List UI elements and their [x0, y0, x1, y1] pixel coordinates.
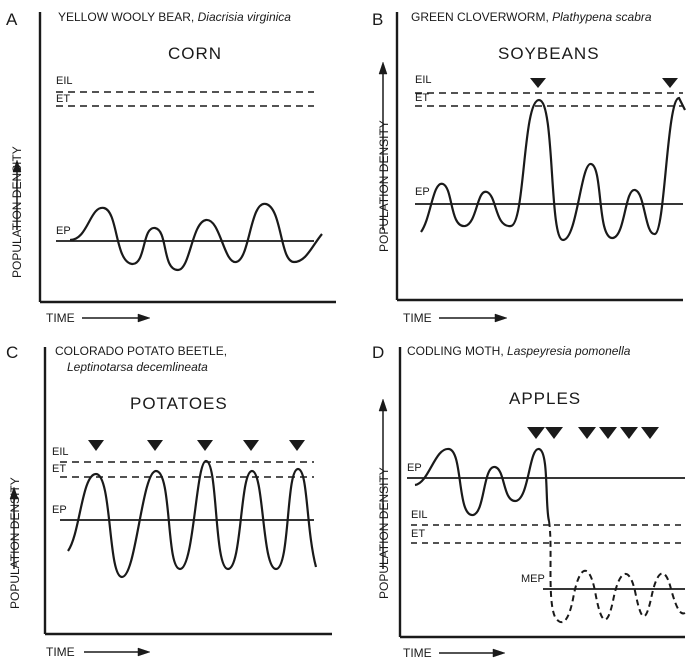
panel-letter: B	[372, 10, 384, 29]
treatment-marker-icon	[527, 427, 545, 439]
eil-label: EIL	[415, 74, 432, 86]
et-label: ET	[52, 463, 67, 475]
panel-c: C COLORADO POTATO BEETLE, Leptinotarsa d…	[0, 329, 345, 659]
treatment-marker-icon	[599, 427, 617, 439]
x-axis-label: TIME	[46, 311, 75, 325]
treatment-marker-icon	[641, 427, 659, 439]
eil-label: EIL	[411, 509, 428, 521]
panel-b-graphic	[378, 12, 686, 323]
panel-letter: D	[372, 343, 385, 362]
panel-c-graphic	[9, 347, 332, 657]
pest-latin-name: Leptinotarsa decemlineata	[67, 360, 208, 374]
suppressed-population-curve	[548, 520, 686, 624]
pest-common-name: YELLOW WOOLY BEAR,	[58, 10, 195, 24]
treatment-marker-icon	[197, 440, 213, 451]
pest-latin-name: Laspeyresia pomonella	[507, 344, 631, 358]
pest-name: CODLING MOTH, Laspeyresia pomonella	[407, 344, 630, 358]
pest-common-name: CODLING MOTH,	[407, 344, 504, 358]
crop-title: APPLES	[509, 389, 582, 408]
panel-b: B GREEN CLOVERWORM, Plathypena scabra SO…	[345, 0, 689, 329]
pest-name: YELLOW WOOLY BEAR, Diacrisia virginica	[58, 10, 291, 24]
treatment-marker-icon	[530, 78, 546, 88]
treatment-marker-icon	[578, 427, 596, 439]
crop-title: SOYBEANS	[498, 44, 600, 63]
pest-common-name: COLORADO POTATO BEETLE,	[55, 344, 228, 358]
population-curve	[69, 202, 323, 272]
x-axis-label: TIME	[46, 645, 75, 659]
x-axis-label: TIME	[403, 311, 432, 325]
treatment-marker-icon	[620, 427, 638, 439]
y-axis-label: POPULATION DENSITY	[377, 120, 391, 252]
panel-letter: A	[6, 10, 18, 29]
panel-letter: C	[6, 343, 19, 362]
eil-label: EIL	[52, 446, 69, 458]
treatment-marker-icon	[662, 78, 678, 88]
treatment-marker-icon	[545, 427, 563, 439]
pest-latin-name: Plathypena scabra	[552, 10, 652, 24]
pest-name: GREEN CLOVERWORM, Plathypena scabra	[411, 10, 652, 24]
y-axis-label: POPULATION DENSITY	[8, 477, 22, 609]
mep-label: MEP	[521, 573, 545, 585]
population-curve	[67, 459, 318, 579]
crop-title: POTATOES	[130, 394, 228, 413]
pest-latin-name: Diacrisia virginica	[197, 10, 291, 24]
treatment-marker-icon	[88, 440, 104, 451]
population-curve	[414, 447, 551, 522]
x-axis-label: TIME	[403, 646, 432, 660]
population-curve	[420, 96, 686, 242]
crop-title: CORN	[168, 44, 223, 63]
et-label: ET	[411, 528, 426, 540]
ep-label: EP	[407, 462, 422, 474]
ep-label: EP	[415, 186, 430, 198]
eil-label: EIL	[56, 75, 73, 87]
pest-common-name: GREEN CLOVERWORM,	[411, 10, 549, 24]
panel-d: D CODLING MOTH, Laspeyresia pomonella AP…	[345, 329, 689, 660]
et-label: ET	[56, 93, 71, 105]
panel-a-graphic	[12, 12, 336, 323]
y-axis-label: POPULATION DENSITY	[377, 467, 391, 599]
ep-label: EP	[56, 225, 71, 237]
treatment-marker-icon	[243, 440, 259, 451]
panel-a: A YELLOW WOOLY BEAR, Diacrisia virginica…	[0, 0, 345, 329]
et-label: ET	[415, 92, 430, 104]
panel-d-graphic	[378, 347, 686, 658]
treatment-marker-icon	[289, 440, 305, 451]
ep-label: EP	[52, 504, 67, 516]
y-axis-label: POPULATION DENSITY	[10, 146, 24, 278]
treatment-marker-icon	[147, 440, 163, 451]
